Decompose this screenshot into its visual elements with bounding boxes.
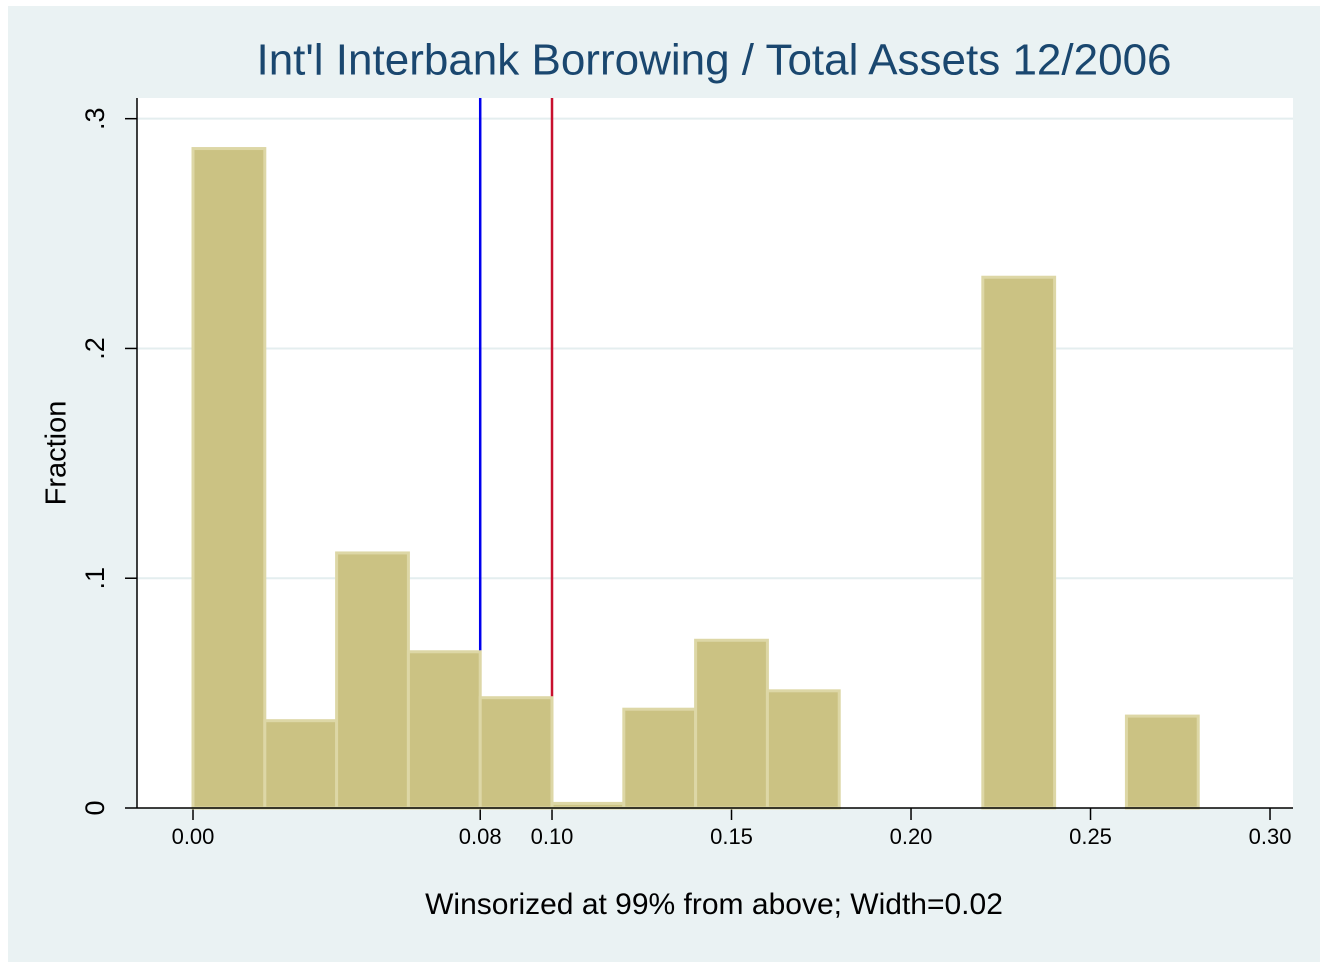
bar: [981, 275, 1057, 810]
x-tick-label: 0.15: [710, 824, 753, 849]
y-tick-label: .1: [80, 567, 110, 590]
bar: [191, 147, 267, 810]
x-tick-label: 0.08: [459, 824, 502, 849]
bar: [335, 551, 410, 810]
x-tick-label: 0.00: [172, 824, 215, 849]
y-tick-label: .2: [80, 337, 110, 360]
x-tick-label: 0.20: [890, 824, 933, 849]
x-tick-label: 0.30: [1249, 824, 1292, 849]
bar: [406, 650, 482, 810]
bar: [263, 719, 339, 810]
x-axis-label: Winsorized at 99% from above; Width=0.02: [425, 888, 1003, 921]
bar: [622, 707, 698, 810]
y-axis-label: Fraction: [41, 401, 73, 506]
x-tick-label: 0.25: [1069, 824, 1112, 849]
bar: [478, 696, 554, 810]
y-tick-label: 0: [80, 800, 110, 815]
chart-title: Int'l Interbank Borrowing / Total Assets…: [256, 36, 1171, 85]
y-tick-label: .3: [80, 107, 110, 130]
x-tick-label: 0.10: [531, 824, 574, 849]
bar: [1124, 714, 1200, 810]
bar: [765, 689, 841, 810]
bar: [694, 638, 769, 810]
